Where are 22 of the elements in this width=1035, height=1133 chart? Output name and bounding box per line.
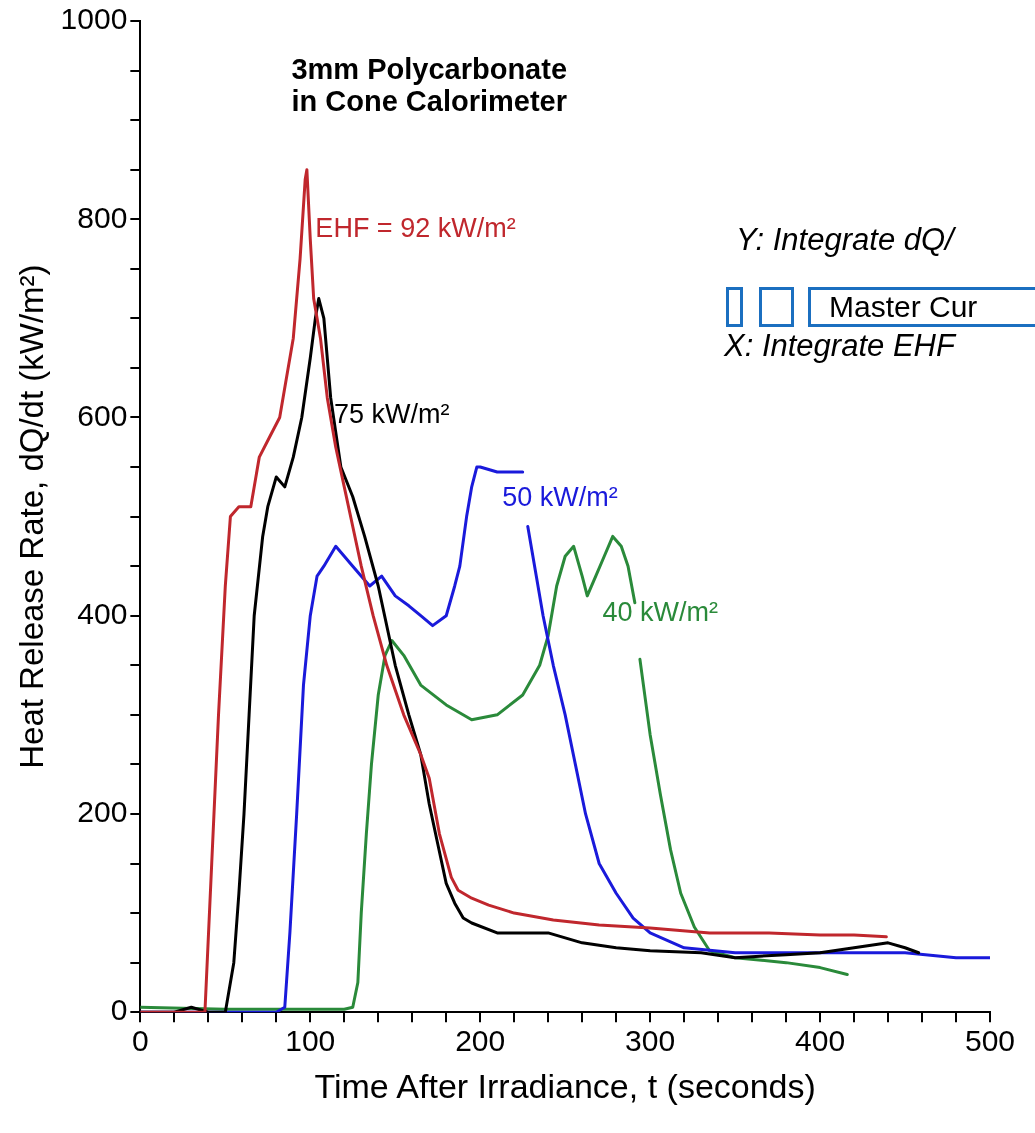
x-tick-label: 400: [795, 1024, 846, 1058]
x-tick-label: 500: [964, 1024, 1016, 1058]
series-label: 75 kW/m²: [334, 398, 450, 429]
y-tick-label: 600: [77, 398, 128, 432]
series-label: EHF = 92 kW/m²: [315, 212, 516, 243]
annotation: X: Integrate EHF: [724, 328, 955, 364]
x-tick-label: 200: [455, 1024, 506, 1058]
x-tick-label: 300: [625, 1024, 676, 1058]
y-tick-label: 800: [77, 200, 128, 234]
x-tick-label: 0: [131, 1024, 149, 1058]
series-label: 40 kW/m²: [602, 597, 719, 628]
y-tick-label: 200: [77, 795, 128, 829]
text: 3mm Polycarbonate in Cone Calorimeter: [291, 53, 568, 117]
annotation: Y: Integrate dQ/: [736, 222, 954, 258]
annotation: Master Cur: [808, 287, 1035, 327]
series-label: 50 kW/m²: [502, 482, 618, 513]
x-tick-label: 100: [285, 1024, 336, 1058]
y-tick-label: 400: [77, 596, 128, 630]
y-tick-label: 0: [110, 993, 128, 1027]
y-tick-label: 1000: [60, 2, 128, 36]
y-axis-title: Heat Release Rate, dQ/dt (kW/m²): [12, 264, 50, 769]
x-axis-title: Time After Irradiance, t (seconds): [314, 1066, 816, 1105]
